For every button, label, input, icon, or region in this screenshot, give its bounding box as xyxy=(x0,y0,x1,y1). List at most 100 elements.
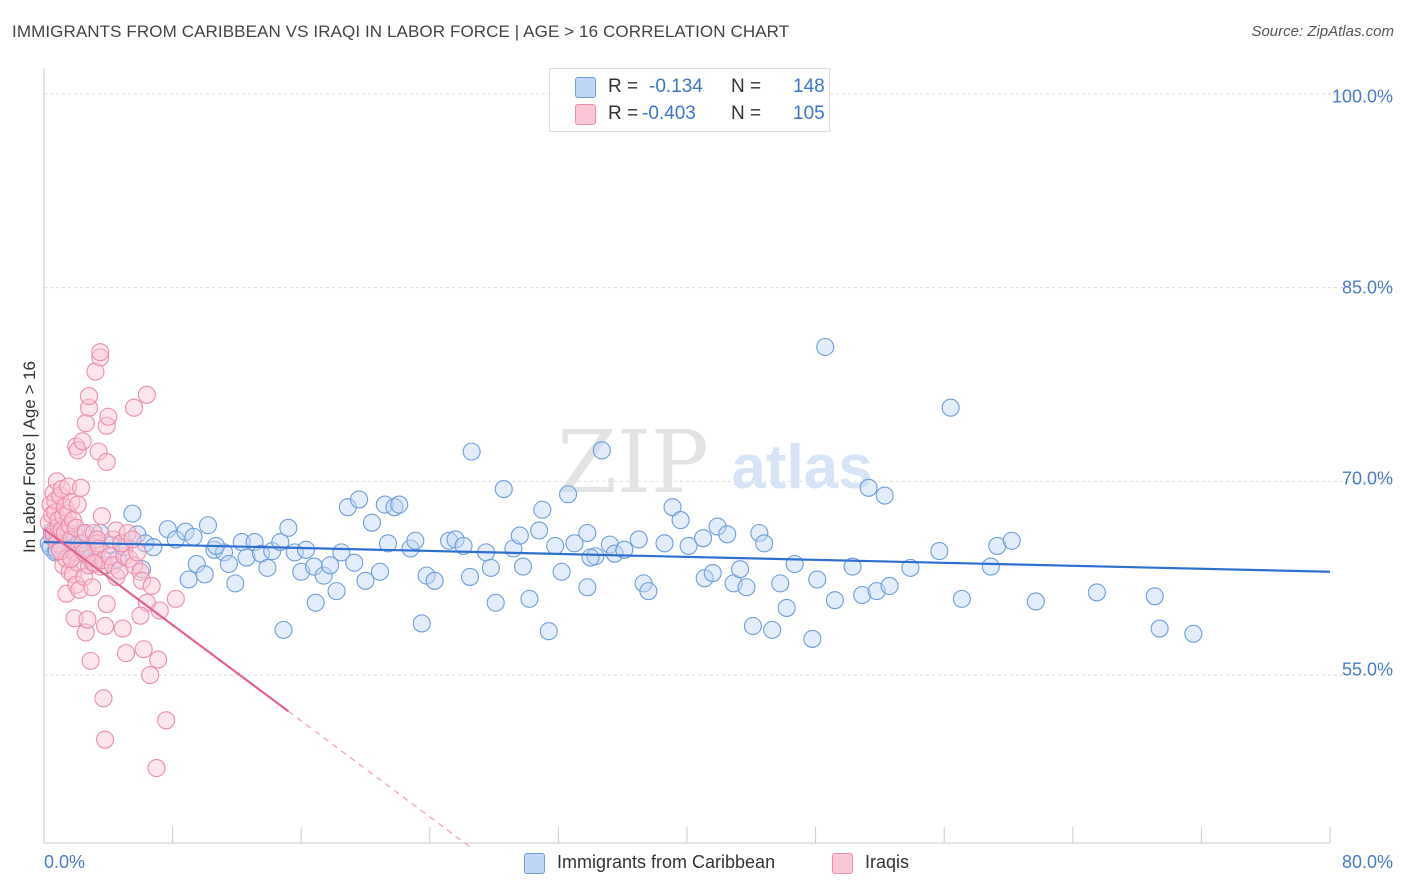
series-iraqis-points xyxy=(39,343,185,778)
caribbean-point xyxy=(486,593,505,612)
caribbean-point xyxy=(258,558,277,577)
caribbean-point xyxy=(941,398,960,417)
caribbean-point xyxy=(378,534,398,553)
iraqi-point xyxy=(110,561,129,580)
caribbean-point xyxy=(565,534,584,553)
iraqi-point xyxy=(91,343,110,362)
r-label: R = xyxy=(608,76,639,97)
iraqi-point xyxy=(157,711,176,730)
caribbean-point xyxy=(694,529,713,548)
caribbean-point xyxy=(462,442,481,461)
caribbean-point xyxy=(184,527,203,546)
n-value: 148 xyxy=(793,76,825,97)
caribbean-point xyxy=(679,536,698,555)
iraqi-point xyxy=(116,644,136,663)
caribbean-point xyxy=(671,511,690,530)
caribbean-point xyxy=(305,557,324,576)
caribbean-point xyxy=(859,478,878,497)
iraqi-point xyxy=(113,619,132,638)
caribbean-point xyxy=(494,480,513,499)
caribbean-point xyxy=(663,498,682,517)
caribbean-point xyxy=(777,598,796,617)
caribbean-point xyxy=(730,560,750,579)
caribbean-point xyxy=(144,538,163,557)
iraqi-point xyxy=(96,616,115,636)
caribbean-point xyxy=(454,536,473,555)
caribbean-point xyxy=(1002,531,1021,550)
iraqi-point xyxy=(123,530,142,549)
iraqi-point xyxy=(124,398,144,417)
caribbean-point xyxy=(552,562,571,581)
iraqi-point xyxy=(96,730,115,749)
caribbean-point xyxy=(825,591,844,610)
caribbean-point xyxy=(296,540,316,559)
caribbean-point xyxy=(226,574,245,593)
r-label: R = xyxy=(608,103,639,124)
caribbean-point xyxy=(655,534,674,553)
caribbean-point xyxy=(1145,587,1164,606)
caribbean-point xyxy=(785,554,804,574)
caribbean-point xyxy=(708,517,727,536)
iraqi-point xyxy=(131,562,150,581)
iraqi-point xyxy=(134,640,153,659)
caribbean-point xyxy=(510,526,529,545)
caribbean-point xyxy=(370,562,390,581)
caribbean-point xyxy=(321,556,340,575)
iraqi-point xyxy=(59,477,78,496)
caribbean-point xyxy=(718,525,737,544)
caribbean-point xyxy=(578,523,597,543)
iraqi-point xyxy=(68,495,87,514)
caribbean-point xyxy=(743,616,762,636)
caribbean-point xyxy=(875,486,894,505)
iraqi-point xyxy=(73,432,92,451)
caribbean-point xyxy=(880,576,899,596)
iraqi-point xyxy=(76,414,95,433)
iraqi-point xyxy=(142,576,161,596)
caribbean-point xyxy=(1150,619,1169,638)
caribbean-point xyxy=(460,567,480,586)
iraqi-point xyxy=(147,759,166,778)
x-tick-label-min: 0.0% xyxy=(44,852,86,872)
caribbean-point xyxy=(1184,624,1203,643)
caribbean-point xyxy=(179,570,198,589)
y-tick-label: 70.0% xyxy=(1341,468,1393,489)
caribbean-point xyxy=(558,485,578,504)
caribbean-point xyxy=(581,548,600,567)
caribbean-point xyxy=(481,558,500,577)
caribbean-point xyxy=(600,535,619,554)
correlation-legend: R = -0.134 N = 148 R = -0.403 N = 105 xyxy=(549,68,830,132)
caribbean-point xyxy=(539,622,558,641)
caribbean-point xyxy=(513,557,533,576)
watermark-atlas: atlas xyxy=(731,433,872,502)
iraqi-point xyxy=(133,571,152,590)
caribbean-point xyxy=(592,441,611,460)
legend-swatch-pink xyxy=(575,104,596,125)
x-tick-label-max: 80.0% xyxy=(1341,852,1393,872)
caribbean-point xyxy=(195,565,214,584)
caribbean-point xyxy=(808,570,827,589)
y-tick-label: 55.0% xyxy=(1341,659,1393,680)
iraqi-point xyxy=(97,416,116,435)
caribbean-point xyxy=(853,585,872,605)
iraqi-point xyxy=(141,666,160,685)
iraqi-point xyxy=(65,609,84,628)
r-value: -0.403 xyxy=(642,103,696,124)
iraqi-point xyxy=(99,407,118,426)
caribbean-point xyxy=(771,574,790,593)
caribbean-point xyxy=(605,544,624,563)
iraqi-point xyxy=(131,606,150,625)
caribbean-point xyxy=(123,504,142,523)
caribbean-point xyxy=(385,498,404,517)
trend-lines xyxy=(43,528,1331,848)
legend-swatch-blue xyxy=(575,77,596,98)
caribbean-point xyxy=(350,490,369,509)
n-label: N = xyxy=(731,76,762,97)
caribbean-point xyxy=(816,337,835,357)
iraqi-point xyxy=(71,478,91,497)
caribbean-point xyxy=(520,589,539,608)
y-axis-label: In Labor Force | Age > 16 xyxy=(20,360,39,554)
iraqi-point xyxy=(149,650,168,669)
caribbean-point xyxy=(546,536,565,555)
caribbean-point xyxy=(412,614,431,633)
caribbean-point xyxy=(345,553,364,572)
